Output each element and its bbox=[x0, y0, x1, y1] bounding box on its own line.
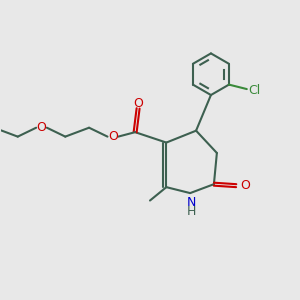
Text: O: O bbox=[108, 130, 118, 143]
Text: O: O bbox=[37, 121, 46, 134]
Text: Cl: Cl bbox=[248, 84, 260, 97]
Text: H: H bbox=[186, 205, 196, 218]
Text: O: O bbox=[133, 97, 143, 110]
Text: O: O bbox=[241, 179, 250, 192]
Text: N: N bbox=[186, 196, 196, 209]
